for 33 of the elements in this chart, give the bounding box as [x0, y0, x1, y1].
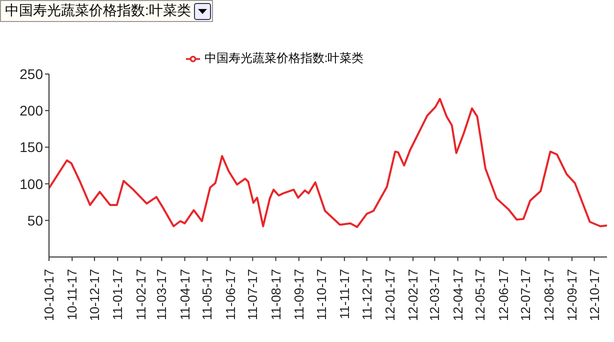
- y-tick-label: 100: [20, 176, 44, 192]
- y-tick-label: 200: [20, 102, 44, 119]
- x-tick-label: 11-03-17: [154, 269, 170, 320]
- x-tick-label: 11-04-17: [177, 269, 192, 320]
- x-tick-label: 11-07-17: [245, 269, 260, 320]
- x-tick-label: 12-04-17: [450, 269, 466, 322]
- x-tick-label: 11-11-17: [336, 269, 352, 320]
- x-tick-label: 12-03-17: [427, 269, 442, 322]
- x-tick-label: 12-06-17: [496, 269, 511, 322]
- x-tick-label: 11-09-17: [291, 269, 306, 320]
- x-tick-label: 12-02-17: [406, 269, 421, 322]
- x-tick-label: 11-12-17: [359, 269, 374, 320]
- x-tick-label: 10-10-17: [42, 269, 56, 322]
- chart-title: 中国寿光蔬菜价格指数:叶菜类: [4, 2, 192, 20]
- y-tick-label: 150: [20, 139, 44, 156]
- y-tick-label: 50: [27, 212, 44, 228]
- line-series: [49, 98, 607, 228]
- x-tick-label: 12-01-17: [382, 269, 398, 322]
- x-tick-label: 10-12-17: [87, 269, 102, 322]
- x-tick-label: 12-05-17: [472, 269, 488, 322]
- y-tick-label: 250: [20, 66, 44, 82]
- x-tick-label: 10-11-17: [64, 269, 80, 320]
- legend-label: 中国寿光蔬菜价格指数:叶菜类: [204, 51, 364, 65]
- x-tick-label: 11-01-17: [110, 269, 126, 320]
- x-tick-label: 12-09-17: [564, 269, 580, 322]
- x-tick-label: 11-06-17: [222, 269, 238, 320]
- x-tick-label: 11-08-17: [268, 269, 284, 320]
- x-tick-label: 12-10-17: [586, 269, 602, 322]
- x-tick-label: 11-05-17: [200, 269, 215, 320]
- x-tick-label: 12-07-17: [518, 269, 534, 322]
- x-tick-label: 11-02-17: [133, 269, 148, 320]
- x-tick-label: 11-10-17: [314, 269, 329, 320]
- x-tick-label: 12-08-17: [541, 269, 556, 322]
